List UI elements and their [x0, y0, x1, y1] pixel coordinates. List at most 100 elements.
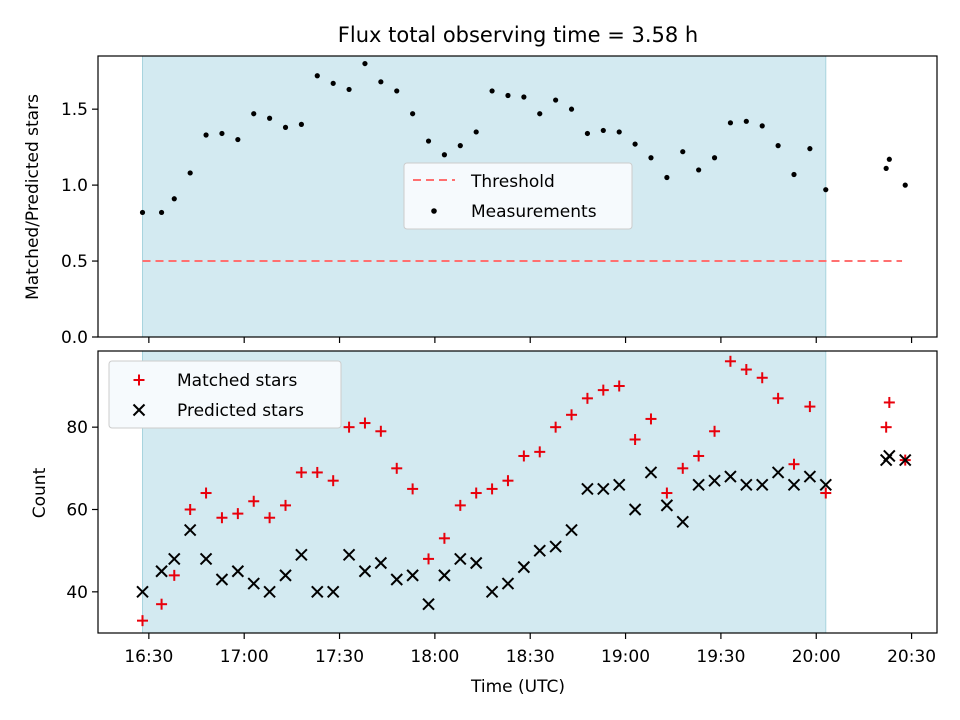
predicted-star-point	[644, 466, 658, 479]
predicted-star-point	[263, 585, 276, 599]
predicted-star-point	[803, 470, 817, 483]
matched-stars-points	[137, 355, 911, 627]
matched-star-point	[232, 508, 244, 520]
matched-star-point	[168, 569, 180, 581]
legend-matched-swatch	[133, 374, 145, 386]
ratio-plot-frame	[97, 55, 938, 338]
predicted-star-point	[342, 548, 356, 561]
y-tick-label: 0.5	[61, 252, 88, 272]
predicted-star-point	[326, 585, 340, 599]
predicted-star-point	[279, 569, 292, 582]
matched-star-point	[550, 421, 562, 433]
measurement-point	[632, 141, 638, 147]
predicted-star-point	[883, 449, 896, 463]
predicted-star-point	[565, 523, 578, 537]
matched-star-point	[645, 413, 657, 425]
x-tick-label: 18:30	[506, 647, 555, 667]
matched-star-point	[756, 372, 768, 384]
x-tick-label: 20:30	[887, 647, 936, 667]
ratio-x-ticks	[148, 337, 913, 343]
measurement-point	[902, 182, 908, 188]
matched-star-point	[486, 483, 498, 495]
y-tick-label: 0.0	[61, 328, 88, 348]
measurement-point	[553, 97, 559, 103]
x-tick-label: 17:30	[315, 647, 364, 667]
legend-matched-label: Matched stars	[177, 371, 297, 391]
predicted-star-point	[295, 548, 308, 561]
matched-star-point	[661, 487, 673, 499]
matched-star-point	[295, 466, 307, 478]
legend-measurements-label: Measurements	[471, 202, 597, 222]
matched-star-point	[200, 487, 212, 499]
matched-star-point	[280, 499, 292, 511]
predicted-star-point	[787, 478, 801, 492]
predicted-star-point	[406, 569, 419, 582]
x-tick-label: 19:30	[696, 647, 745, 667]
measurement-point	[743, 118, 749, 124]
measurement-point	[696, 167, 702, 173]
predicted-stars-points	[136, 449, 912, 611]
predicted-star-point	[613, 478, 626, 492]
matched-star-point	[184, 503, 196, 515]
measurement-point	[410, 111, 416, 117]
matched-star-point	[137, 615, 149, 627]
predicted-star-point	[660, 499, 674, 512]
measurement-point	[457, 143, 463, 149]
legend-predicted-label: Predicted stars	[177, 401, 304, 421]
predicted-star-point	[597, 482, 610, 496]
predicted-star-point	[155, 565, 168, 578]
predicted-star-point	[517, 560, 531, 574]
y-tick-label: 1.5	[61, 100, 88, 120]
matched-star-point	[880, 421, 892, 433]
measurement-point	[823, 187, 829, 193]
measurement-point	[759, 123, 765, 129]
measurement-point	[505, 92, 511, 99]
measurement-point	[346, 86, 352, 93]
x-tick-label: 18:00	[410, 647, 459, 667]
measurement-point	[251, 111, 257, 117]
predicted-star-point	[247, 577, 260, 590]
measurement-point	[425, 138, 432, 144]
x-tick-label: 17:00	[220, 647, 269, 667]
measurement-point	[648, 155, 654, 161]
x-tick-label: 20:00	[792, 647, 841, 667]
measurement-point	[362, 60, 368, 67]
matched-star-point	[709, 425, 721, 437]
predicted-star-point	[533, 544, 546, 557]
measurement-point	[616, 129, 622, 135]
measurement-point	[600, 127, 606, 134]
measurement-point	[584, 130, 591, 137]
measurement-points	[139, 60, 908, 216]
measurement-point	[568, 106, 575, 112]
matched-star-point	[613, 380, 625, 392]
predicted-star-point	[692, 478, 705, 492]
predicted-star-point	[469, 556, 483, 570]
count-y-label: Count	[30, 467, 50, 518]
matched-star-point	[248, 495, 260, 507]
predicted-star-point	[581, 482, 594, 496]
matched-star-point	[423, 553, 435, 565]
predicted-star-point	[374, 556, 388, 570]
ratio-y-label: Matched/Predicted stars	[23, 94, 43, 300]
matched-star-point	[566, 409, 578, 421]
predicted-star-point	[358, 565, 372, 578]
matched-star-point	[629, 434, 641, 446]
predicted-star-point	[724, 470, 737, 483]
measurement-point	[791, 171, 797, 178]
measurement-point	[298, 121, 305, 127]
y-tick-label: 80	[66, 418, 88, 438]
legend-measurements-swatch	[431, 208, 437, 214]
predicted-star-point	[676, 515, 689, 529]
ratio-legend-box	[403, 162, 633, 230]
matched-star-point	[883, 396, 895, 408]
predicted-star-point	[771, 466, 785, 479]
predicted-star-point	[183, 523, 197, 537]
measurement-point	[727, 120, 734, 126]
measurement-point	[711, 155, 718, 161]
matched-star-point	[740, 364, 752, 376]
measurement-point	[886, 156, 892, 162]
predicted-star-point	[899, 453, 912, 467]
predicted-star-point	[168, 552, 181, 566]
matched-star-point	[677, 462, 689, 474]
